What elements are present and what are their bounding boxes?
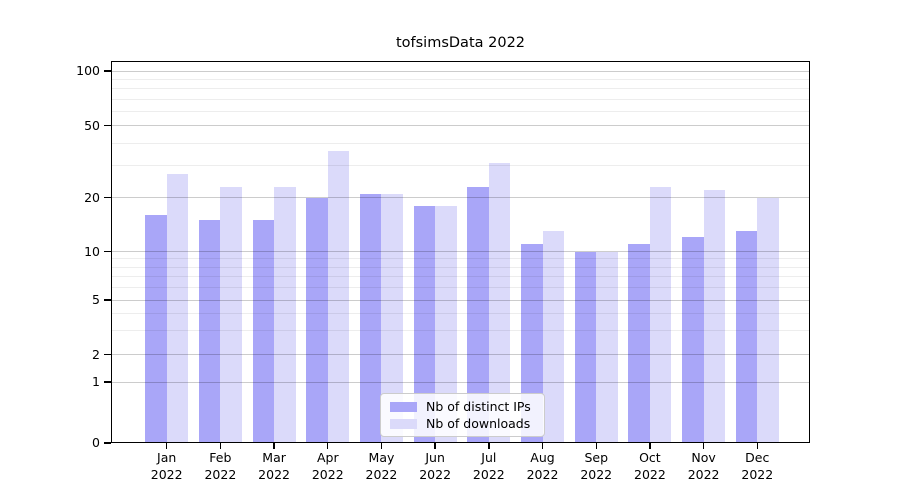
- y-tick-mark-100: [104, 70, 111, 72]
- x-tick-label-mar: Mar 2022: [258, 450, 290, 482]
- x-tick-label-jul: Jul 2022: [472, 450, 505, 482]
- x-tick-mark-may: [380, 443, 383, 449]
- chart-title: tofsimsData 2022: [395, 35, 526, 51]
- x-tick-label-oct: Oct 2022: [634, 450, 666, 482]
- bar-nb-of-downloads-apr: [327, 151, 350, 443]
- legend-swatch-downloads-icon: [390, 418, 417, 429]
- gridline-major-10: [111, 251, 810, 252]
- x-tick-mark-jan: [166, 443, 168, 449]
- bar-nb-of-distinct-ips-mar: [252, 219, 275, 443]
- x-tick-label-aug: Aug 2022: [526, 450, 559, 482]
- bar-nb-of-downloads-jun: [435, 205, 457, 443]
- y-tick-mark-50: [104, 124, 111, 127]
- gridline-major-5: [111, 299, 810, 301]
- gridline-minor-80: [111, 88, 810, 90]
- bar-nb-of-distinct-ips-jul: [467, 186, 489, 443]
- gridline-minor-7: [111, 275, 810, 277]
- gridline-minor-8: [111, 266, 810, 268]
- x-tick-label-jun: Jun 2022: [419, 450, 452, 482]
- y-tick-label-20: 20: [84, 189, 100, 205]
- bar-nb-of-distinct-ips-apr: [306, 197, 328, 443]
- bar-nb-of-downloads-sep: [596, 251, 618, 443]
- x-tick-mark-dec: [756, 443, 758, 449]
- bar-nb-of-downloads-jan: [166, 173, 189, 443]
- gridline-minor-60: [111, 110, 810, 112]
- y-tick-mark-2: [104, 353, 111, 356]
- bar-nb-of-distinct-ips-feb: [198, 219, 221, 443]
- legend-swatch-distinct-ips-icon: [390, 401, 417, 412]
- y-tick-label-1: 1: [92, 374, 100, 389]
- gridline-minor-3: [111, 329, 810, 331]
- x-tick-mark-sep: [595, 443, 597, 449]
- bar-nb-of-downloads-oct: [649, 186, 672, 443]
- gridline-major-1: [111, 381, 810, 383]
- gridline-major-100: [111, 70, 810, 72]
- gridline-minor-30: [111, 165, 810, 167]
- y-tick-label-100: 100: [76, 63, 100, 78]
- bar-nb-of-distinct-ips-oct: [628, 244, 650, 443]
- x-tick-mark-apr: [327, 443, 329, 449]
- gridline-minor-40: [111, 142, 810, 144]
- gridline-major-20: [111, 197, 810, 198]
- bar-nb-of-distinct-ips-dec: [735, 231, 758, 443]
- bar-nb-of-downloads-dec: [757, 197, 779, 443]
- bar-nb-of-downloads-nov: [703, 190, 726, 443]
- gridline-major-2: [111, 354, 810, 355]
- bar-nb-of-distinct-ips-nov: [682, 237, 704, 443]
- bar-nb-of-downloads-feb: [220, 186, 242, 443]
- bar-nb-of-distinct-ips-sep: [574, 251, 597, 443]
- x-tick-label-jan: Jan 2022: [150, 450, 183, 482]
- y-tick-mark-1: [104, 381, 111, 383]
- legend-row-downloads: Nb of downloads: [390, 416, 535, 431]
- x-tick-label-apr: Apr 2022: [311, 450, 344, 482]
- legend: Nb of distinct IPs Nb of downloads: [380, 393, 545, 437]
- bar-nb-of-distinct-ips-jun: [413, 205, 436, 443]
- x-tick-label-dec: Dec 2022: [741, 450, 774, 482]
- bar-nb-of-distinct-ips-may: [359, 193, 382, 443]
- x-tick-label-may: May 2022: [365, 450, 398, 482]
- bar-nb-of-distinct-ips-jan: [145, 214, 167, 443]
- bar-nb-of-downloads-mar: [274, 186, 296, 443]
- legend-row-distinct-ips: Nb of distinct IPs: [390, 399, 535, 414]
- x-tick-mark-oct: [649, 443, 651, 449]
- gridline-minor-90: [111, 78, 810, 80]
- x-tick-mark-aug: [541, 443, 544, 449]
- y-tick-mark-20: [104, 196, 111, 199]
- gridline-minor-70: [111, 98, 810, 100]
- y-tick-label-0: 0: [92, 435, 100, 450]
- x-tick-mark-nov: [702, 443, 705, 449]
- x-tick-mark-jul: [488, 443, 490, 449]
- gridline-minor-9: [111, 258, 810, 260]
- x-tick-label-feb: Feb 2022: [204, 450, 237, 482]
- y-tick-mark-5: [104, 299, 111, 301]
- bar-nb-of-downloads-jul: [488, 163, 511, 443]
- y-tick-mark-10: [104, 250, 111, 253]
- x-tick-label-sep: Sep 2022: [580, 450, 613, 482]
- bar-nb-of-downloads-may: [381, 193, 403, 443]
- y-tick-label-10: 10: [84, 243, 100, 259]
- x-tick-mark-mar: [273, 443, 275, 449]
- y-tick-mark-0: [104, 442, 111, 444]
- bar-nb-of-downloads-aug: [542, 231, 565, 443]
- legend-label-downloads: Nb of downloads: [426, 416, 531, 431]
- gridline-major-50: [111, 125, 810, 126]
- x-tick-label-nov: Nov 2022: [687, 450, 720, 482]
- legend-label-distinct-ips: Nb of distinct IPs: [426, 399, 531, 414]
- y-tick-label-5: 5: [92, 292, 100, 307]
- y-tick-label-50: 50: [84, 117, 100, 133]
- gridline-minor-6: [111, 286, 810, 288]
- y-tick-label-2: 2: [92, 346, 100, 362]
- gridline-minor-4: [111, 312, 810, 314]
- x-tick-mark-jun: [434, 443, 436, 449]
- x-tick-mark-feb: [219, 443, 222, 449]
